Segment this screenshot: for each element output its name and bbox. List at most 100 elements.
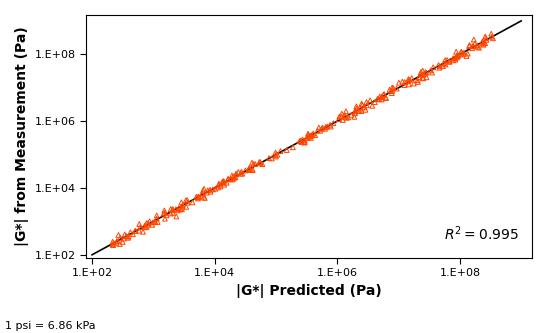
Point [109,241,118,246]
Point [462,53,471,59]
Point [214,182,223,187]
Point [405,77,414,83]
Point [224,176,232,181]
Point [226,176,235,182]
Point [422,75,431,80]
Point [488,36,497,41]
Point [457,49,465,54]
Point [398,79,407,84]
Point [318,125,327,130]
Point [122,233,131,239]
Point [350,114,359,120]
Point [161,216,170,221]
Point [315,125,323,130]
Point [229,177,237,182]
Point [232,171,241,176]
Point [177,200,186,205]
Point [144,220,153,226]
Point [216,184,225,189]
Point [144,222,153,227]
Point [482,37,491,43]
Point [379,92,388,97]
Point [351,108,359,113]
Point [238,171,247,176]
Point [439,63,447,69]
Point [142,220,151,226]
Point [200,194,208,199]
Point [174,205,183,211]
Point [453,55,462,60]
Point [375,97,384,102]
Point [366,98,375,103]
Point [387,91,396,96]
Point [267,156,276,161]
Point [248,167,257,173]
Point [182,197,190,203]
Point [255,159,264,165]
Point [449,58,458,63]
Point [414,79,422,85]
Point [206,187,214,192]
Point [126,230,135,235]
Point [440,61,449,66]
Y-axis label: |G*| from Measurement (Pa): |G*| from Measurement (Pa) [15,27,29,246]
Point [276,149,285,154]
Point [356,108,364,114]
Point [418,75,427,81]
Point [481,40,490,46]
Point [149,220,158,225]
Point [231,174,240,180]
Point [451,57,459,62]
Point [230,175,239,180]
Point [419,76,428,81]
Point [335,114,344,119]
Point [306,133,315,138]
Point [380,91,388,97]
Point [200,186,208,191]
Point [323,124,331,129]
Point [220,182,229,187]
Point [308,133,317,138]
Point [219,180,228,185]
Point [351,111,359,116]
Point [256,160,265,166]
Point [300,140,309,145]
Point [119,236,128,241]
Point [352,104,360,109]
Point [370,100,379,105]
Point [337,111,346,116]
Point [300,140,309,145]
Point [459,50,468,55]
Point [325,122,334,128]
Point [237,169,246,174]
Point [317,126,326,131]
Point [421,70,430,75]
Point [459,51,468,57]
Point [341,114,350,119]
Point [271,153,280,158]
Point [354,108,363,114]
Point [334,117,343,122]
Point [418,68,427,74]
Point [385,87,394,92]
Point [457,52,466,57]
Point [368,103,377,109]
Point [135,221,144,227]
Point [172,214,181,219]
Point [306,135,315,141]
Point [434,62,443,68]
Point [452,49,461,54]
Point [435,65,444,70]
Point [298,139,306,144]
Point [360,105,369,110]
Point [481,35,490,41]
Point [327,124,335,129]
Point [418,72,427,77]
Point [449,56,457,61]
Point [445,59,454,65]
Point [347,112,356,118]
Point [168,206,177,212]
Point [377,94,386,99]
Point [453,53,462,58]
Point [478,39,487,44]
